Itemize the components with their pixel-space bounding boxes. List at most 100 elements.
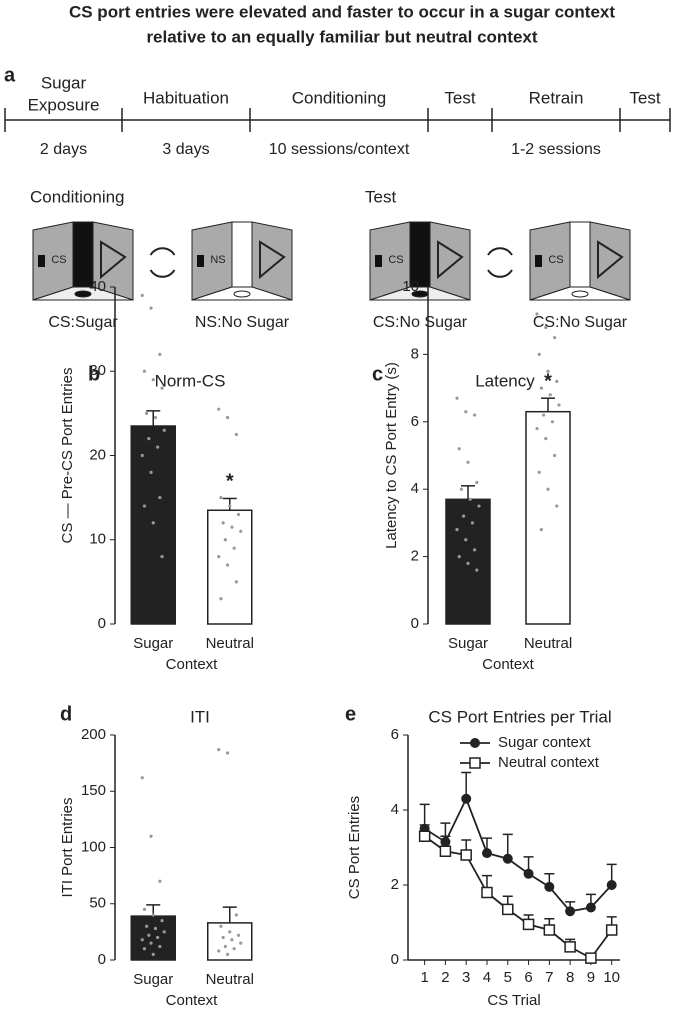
chamber-caption: NS:No Sugar bbox=[195, 314, 290, 331]
chamber-triangle bbox=[597, 240, 624, 280]
data-point bbox=[537, 470, 541, 474]
data-point bbox=[477, 504, 481, 508]
y-tick-label: 4 bbox=[391, 801, 399, 818]
data-point bbox=[230, 525, 234, 529]
data-point bbox=[149, 941, 153, 945]
data-point bbox=[473, 413, 477, 417]
data-point bbox=[153, 415, 158, 420]
marker bbox=[522, 918, 535, 931]
x-tick-label: 1 bbox=[420, 969, 428, 986]
chamber-caption: CS:No Sugar bbox=[373, 314, 468, 331]
data-point bbox=[555, 379, 559, 383]
x-tick-label: Neutral bbox=[206, 635, 254, 652]
chart-title: Latency bbox=[475, 371, 535, 390]
data-point bbox=[550, 420, 555, 424]
data-point bbox=[468, 497, 472, 501]
phase-name: Test bbox=[444, 88, 475, 107]
bar bbox=[525, 410, 571, 625]
data-point bbox=[156, 935, 160, 940]
marker bbox=[439, 845, 452, 857]
data-point bbox=[156, 445, 160, 449]
bar bbox=[130, 425, 176, 625]
scene-title: Test bbox=[365, 187, 396, 206]
data-point bbox=[158, 944, 162, 949]
x-axis-label: Context bbox=[166, 656, 219, 673]
phase-name: Exposure bbox=[28, 95, 100, 114]
phase-duration: 1-2 sessions bbox=[511, 141, 601, 158]
data-point bbox=[228, 930, 232, 934]
data-point bbox=[225, 751, 230, 755]
data-point bbox=[221, 521, 225, 525]
x-tick-label: 7 bbox=[545, 969, 553, 986]
data-point bbox=[142, 504, 147, 508]
chamber-back-wall bbox=[231, 221, 253, 288]
data-point bbox=[217, 407, 221, 411]
data-point bbox=[219, 924, 223, 928]
data-point bbox=[142, 369, 147, 373]
data-point bbox=[145, 411, 149, 415]
marker bbox=[481, 886, 493, 899]
bar bbox=[130, 915, 176, 961]
data-point bbox=[455, 528, 459, 532]
marker bbox=[481, 848, 492, 859]
chamber-back-wall bbox=[569, 221, 591, 288]
y-tick-label: 200 bbox=[81, 726, 106, 743]
data-point bbox=[153, 926, 158, 931]
data-point bbox=[464, 410, 468, 414]
phase-duration: 3 days bbox=[162, 141, 209, 158]
marker bbox=[564, 941, 576, 953]
data-point bbox=[232, 546, 236, 550]
speaker bbox=[535, 255, 542, 267]
food-cup bbox=[571, 290, 589, 298]
y-axis-label: Latency to CS Port Entry (s) bbox=[383, 362, 400, 549]
y-tick-label: 4 bbox=[411, 480, 419, 497]
y-tick-label: 0 bbox=[98, 951, 106, 968]
x-tick-label: 5 bbox=[504, 969, 512, 986]
y-tick-label: 30 bbox=[89, 362, 106, 379]
data-point bbox=[221, 935, 225, 940]
x-tick-label: 10 bbox=[603, 969, 620, 986]
data-point bbox=[473, 548, 477, 552]
speaker bbox=[38, 255, 45, 267]
panel-label: d bbox=[60, 703, 72, 725]
y-tick-label: 20 bbox=[89, 446, 106, 463]
chamber-triangle bbox=[437, 240, 464, 280]
data-point bbox=[544, 325, 548, 330]
y-tick-label: 2 bbox=[391, 876, 399, 893]
data-point bbox=[162, 428, 166, 432]
data-point bbox=[234, 580, 238, 584]
panel-label: c bbox=[372, 363, 383, 385]
x-tick-label: 6 bbox=[524, 969, 532, 986]
marker bbox=[461, 793, 472, 804]
data-point bbox=[462, 514, 466, 518]
data-point bbox=[158, 496, 162, 500]
y-tick-label: 10 bbox=[402, 278, 419, 295]
phase-duration: 10 sessions/context bbox=[269, 141, 410, 158]
marker bbox=[605, 924, 618, 936]
data-point bbox=[149, 306, 153, 310]
x-tick-label: Neutral bbox=[206, 971, 254, 988]
phase-name: Habituation bbox=[143, 88, 229, 107]
chamber-caption: CS:No Sugar bbox=[533, 314, 628, 331]
data-point bbox=[234, 913, 238, 917]
marker bbox=[460, 849, 472, 861]
data-point bbox=[160, 555, 164, 559]
cue-label: CS bbox=[388, 254, 403, 266]
marker bbox=[565, 906, 576, 917]
data-point bbox=[149, 470, 153, 474]
data-point bbox=[542, 413, 546, 417]
data-point bbox=[223, 944, 227, 949]
data-point bbox=[539, 528, 544, 532]
food-cup bbox=[74, 290, 92, 298]
data-point bbox=[236, 512, 241, 517]
speaker bbox=[375, 255, 382, 267]
marker bbox=[470, 738, 480, 748]
x-tick-label: 4 bbox=[483, 969, 491, 986]
data-point bbox=[234, 432, 238, 437]
y-axis-label: CS Port Entries bbox=[346, 796, 363, 899]
swap-arrow bbox=[149, 269, 176, 278]
marker bbox=[544, 881, 555, 892]
data-point bbox=[147, 437, 151, 441]
scene-title: Conditioning bbox=[30, 187, 125, 206]
